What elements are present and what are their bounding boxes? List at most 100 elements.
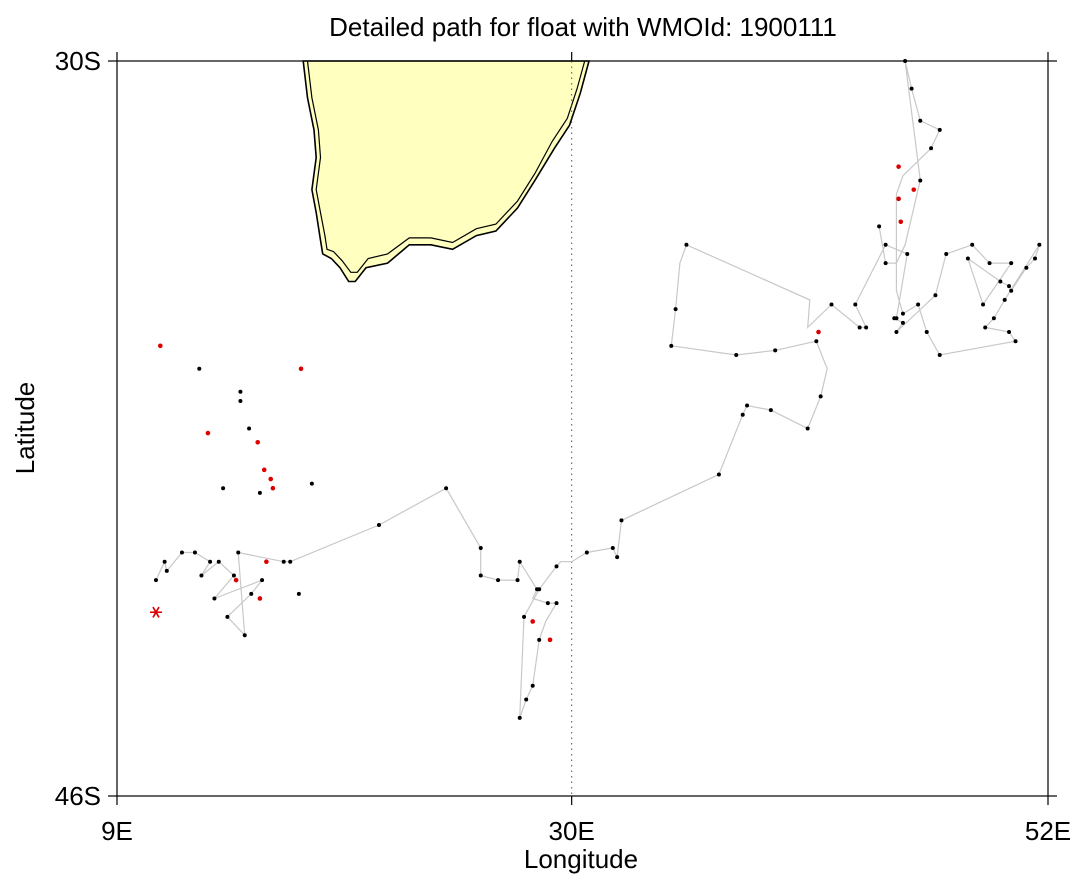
highlighted-profile-point [898, 219, 904, 225]
profile-point [944, 251, 949, 256]
profile-point [883, 261, 888, 266]
profile-point [669, 343, 674, 348]
profile-point [909, 86, 914, 91]
highlighted-profile-point [896, 164, 901, 169]
profile-point [853, 302, 858, 307]
profile-point [238, 389, 243, 394]
profile-point [998, 279, 1003, 284]
highlighted-profile-point [530, 619, 536, 624]
x-tick-label: 9E [101, 816, 133, 846]
highlighted-profile-point [268, 476, 274, 482]
highlighted-profile-point [911, 187, 917, 192]
profile-point [900, 311, 905, 316]
profile-point [924, 330, 929, 335]
profile-point [496, 578, 501, 583]
profile-point [208, 559, 213, 564]
profile-point [937, 127, 942, 132]
profile-point [768, 408, 773, 413]
profile-point [260, 578, 265, 583]
map-title: Detailed path for float with WMOId: 1900… [329, 12, 837, 42]
highlighted-profile-point [158, 343, 163, 349]
plot-frame [116, 60, 1049, 797]
float-track-line [155, 60, 1040, 719]
highlighted-profile-point [816, 329, 821, 335]
points-layer [149, 59, 1042, 720]
profile-point [905, 251, 910, 256]
profile-point [231, 573, 236, 578]
track-layer [155, 60, 1040, 719]
profile-point [673, 307, 678, 312]
land-layer [302, 60, 591, 283]
profile-point [1013, 339, 1018, 344]
profile-point [684, 242, 689, 247]
profile-point [162, 559, 167, 564]
profile-point [524, 697, 529, 702]
profile-point [1002, 297, 1007, 302]
profile-point [554, 564, 559, 569]
profile-point [257, 490, 262, 495]
profile-point [900, 320, 905, 325]
profile-point [929, 146, 934, 151]
profile-point [1037, 242, 1042, 247]
land-south-africa [302, 60, 591, 283]
profile-point [916, 302, 921, 307]
x-axis-ticks: 9E 30E 52E [101, 52, 1071, 846]
x-tick-label: 52E [1025, 816, 1071, 846]
profile-point [478, 545, 483, 550]
profile-point [212, 596, 217, 601]
highlighted-profile-point [270, 485, 276, 491]
profile-point [444, 486, 449, 491]
profile-point [892, 316, 897, 321]
profile-point [236, 550, 241, 555]
coastline-inner [306, 60, 586, 273]
profile-point [179, 550, 184, 555]
profile-point [773, 348, 778, 353]
profile-point [584, 550, 589, 555]
profile-point [965, 256, 970, 261]
highlighted-profile-point [233, 577, 239, 583]
profile-point [376, 522, 381, 527]
profile-point [238, 398, 243, 403]
profile-point [818, 394, 823, 399]
profile-point [515, 578, 520, 583]
profile-point [918, 118, 923, 123]
profile-point [537, 587, 542, 592]
highlighted-profile-point [896, 196, 901, 202]
y-axis-ticks: 30S 46S [55, 46, 1057, 811]
profile-point [197, 366, 202, 371]
y-tick-label: 30S [55, 46, 101, 76]
profile-point [249, 591, 254, 596]
profile-point [805, 426, 810, 431]
profile-point [164, 568, 169, 573]
profile-point [545, 601, 550, 606]
profile-point [857, 325, 862, 330]
profile-point [918, 178, 923, 183]
plot-border [116, 60, 1049, 797]
highlighted-profile-point [547, 637, 553, 643]
profile-point [829, 302, 834, 307]
profile-point [288, 559, 293, 564]
highlighted-profile-point [257, 596, 263, 601]
x-tick-label: 30E [549, 816, 595, 846]
profile-point [554, 601, 559, 606]
profile-point [517, 715, 522, 720]
profile-point [987, 261, 992, 266]
profile-point [1007, 330, 1012, 335]
profile-point [1009, 288, 1014, 293]
y-axis-label: Latitude [10, 382, 40, 475]
start-asterisk-marker [149, 606, 162, 618]
profile-point [740, 412, 745, 417]
profile-point [933, 293, 938, 298]
profile-point [981, 302, 986, 307]
profile-point [537, 637, 542, 642]
profile-point [745, 403, 750, 408]
profile-point [877, 224, 882, 229]
profile-point [221, 486, 226, 491]
x-axis-label: Longitude [524, 844, 638, 874]
profile-point [615, 555, 620, 560]
highlighted-profile-point [261, 467, 267, 473]
profile-point [1007, 284, 1012, 289]
profile-point [864, 325, 869, 330]
profile-point [610, 545, 615, 550]
profile-point [937, 353, 942, 357]
